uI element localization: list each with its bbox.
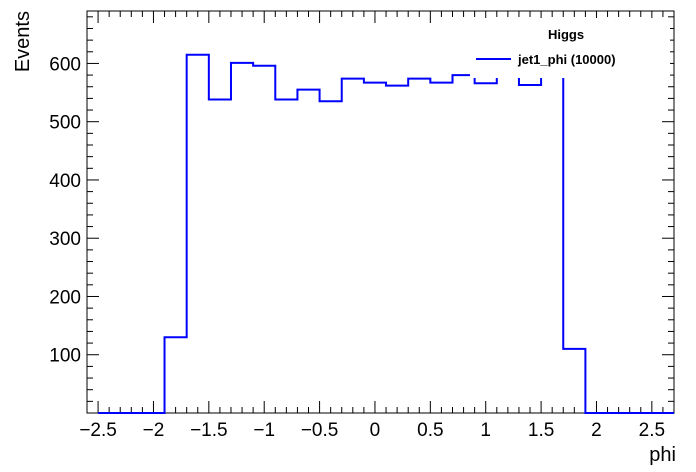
x-tick-label: −1	[253, 420, 275, 441]
x-tick-label: −2	[143, 420, 165, 441]
x-tick-labels: −2.5 −2 −1.5 −1 −0.5 0 0.5 1 1.5 2 2.5	[79, 420, 665, 441]
y-tick-label: 200	[49, 287, 81, 308]
y-axis-title: Events	[12, 11, 34, 72]
y-tick-label: 500	[49, 113, 81, 134]
legend-entry-jet1-phi: jet1_phi (10000)	[517, 52, 616, 67]
legend: Higgs jet1_phi (10000)	[470, 18, 670, 78]
x-tick-label: 1	[480, 420, 491, 441]
plot-frame	[86, 10, 675, 414]
y-tick-label: 600	[49, 54, 81, 75]
legend-title: Higgs	[548, 27, 584, 42]
y-tick-label: 100	[49, 346, 81, 367]
x-tick-label: 1.5	[528, 420, 554, 441]
x-tick-label: 2	[591, 420, 602, 441]
y-tick-labels: 100 200 300 400 500 600	[49, 54, 81, 366]
x-tick-label: −1.5	[190, 420, 228, 441]
x-tick-label: −2.5	[79, 420, 117, 441]
x-axis-title: phi	[649, 444, 676, 466]
x-tick-label: 0	[370, 420, 381, 441]
x-tick-label: 0.5	[417, 420, 443, 441]
y-tick-label: 300	[49, 229, 81, 250]
y-tick-label: 400	[49, 171, 81, 192]
legend-box	[470, 18, 670, 78]
x-tick-label: 2.5	[639, 420, 665, 441]
x-tick-label: −0.5	[301, 420, 339, 441]
